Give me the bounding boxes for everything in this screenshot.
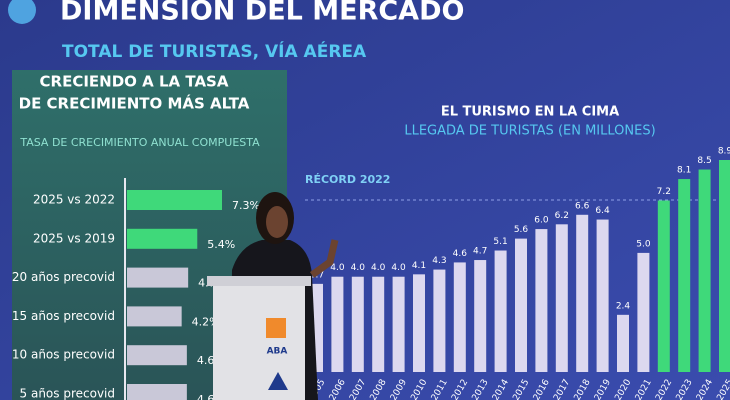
bar xyxy=(617,314,629,372)
bar xyxy=(637,252,650,372)
bar xyxy=(698,169,711,372)
bar xyxy=(392,276,405,372)
value-label: 8.5 xyxy=(697,156,711,166)
bar xyxy=(719,160,730,372)
axis-line xyxy=(124,178,126,400)
category-label: 20 años precovid xyxy=(12,270,115,284)
bar xyxy=(678,179,691,372)
value-label: 8.1 xyxy=(677,166,691,176)
value-label: 6.6 xyxy=(575,201,590,211)
speaker-arm xyxy=(309,239,339,278)
value-label: 4.0 xyxy=(391,263,406,273)
chart-subtitle: TASA DE CRECIMIENTO ANUAL COMPUESTA xyxy=(19,136,260,149)
bar xyxy=(535,229,548,372)
bar xyxy=(127,228,198,249)
value-label: 4.2% xyxy=(192,315,220,328)
value-label: 5.0 xyxy=(636,239,651,249)
category-label: 2025 vs 2022 xyxy=(33,193,115,207)
header-subtitle: TOTAL DE TURISTAS, VÍA AÉREA xyxy=(62,40,367,62)
bar xyxy=(657,200,670,372)
podium-logo-mark xyxy=(266,318,286,338)
bar xyxy=(127,384,187,400)
value-label: 7.3% xyxy=(232,199,260,212)
bar xyxy=(433,269,446,372)
value-label: 7.2 xyxy=(657,187,671,197)
bar xyxy=(127,190,222,210)
value-label: 6.2 xyxy=(555,211,569,221)
bar xyxy=(453,262,466,372)
category-label: 10 años precovid xyxy=(12,348,115,362)
value-label: 4.6% xyxy=(197,393,225,400)
value-label: 5.1 xyxy=(493,237,507,247)
value-label: 5.4% xyxy=(207,238,235,251)
bar xyxy=(555,224,568,372)
annotation: RÉCORD 2022 xyxy=(305,173,390,186)
chart-subtitle: LLEGADA DE TURISTAS (EN MILLONES) xyxy=(404,124,655,139)
value-label: 8.9 xyxy=(718,147,730,157)
value-label: 4.6 xyxy=(453,249,468,259)
bar xyxy=(576,214,589,372)
bar xyxy=(372,276,385,372)
chart-title-line: DE CRECIMIENTO MÁS ALTA xyxy=(19,94,250,113)
bar xyxy=(596,219,609,372)
podium xyxy=(213,282,305,400)
value-label: 4.1 xyxy=(412,261,426,271)
chart-title-line: CRECIENDO A LA TASA xyxy=(40,73,229,91)
speaker-face xyxy=(266,206,288,238)
bar xyxy=(127,306,182,327)
speaker: ABA xyxy=(207,192,339,400)
value-label: 2.4 xyxy=(616,301,631,311)
chart-title: EL TURISMO EN LA CIMA xyxy=(441,105,619,120)
bar xyxy=(351,276,364,372)
category-label: 15 años precovid xyxy=(12,309,115,323)
bar xyxy=(494,250,507,372)
header-title: DIMENSIÓN DEL MERCADO xyxy=(60,0,464,27)
logo-circle xyxy=(8,0,36,24)
value-label: 4.0 xyxy=(351,263,366,273)
plots: CRECIENDO A LA TASA DE CRECIMIENTO MÁS AL… xyxy=(12,73,730,400)
bar xyxy=(331,276,344,372)
value-label: 6.0 xyxy=(534,216,549,226)
bar xyxy=(515,238,527,372)
value-label: 4.3 xyxy=(432,256,446,266)
value-label: 5.6 xyxy=(514,225,529,235)
bar xyxy=(127,345,187,366)
bar xyxy=(474,260,487,372)
bar xyxy=(413,274,425,372)
value-label: 6.4 xyxy=(595,206,610,216)
value-label: 4.7 xyxy=(473,247,487,257)
category-label: 2025 vs 2019 xyxy=(33,231,115,245)
podium-top xyxy=(207,276,311,286)
podium-logo: ABA xyxy=(267,347,288,357)
bar xyxy=(127,267,189,288)
category-label: 5 años precovid xyxy=(20,387,115,400)
value-label: 4.0 xyxy=(371,263,386,273)
podium-emblem xyxy=(268,372,288,390)
value-label: 4.0 xyxy=(330,263,345,273)
